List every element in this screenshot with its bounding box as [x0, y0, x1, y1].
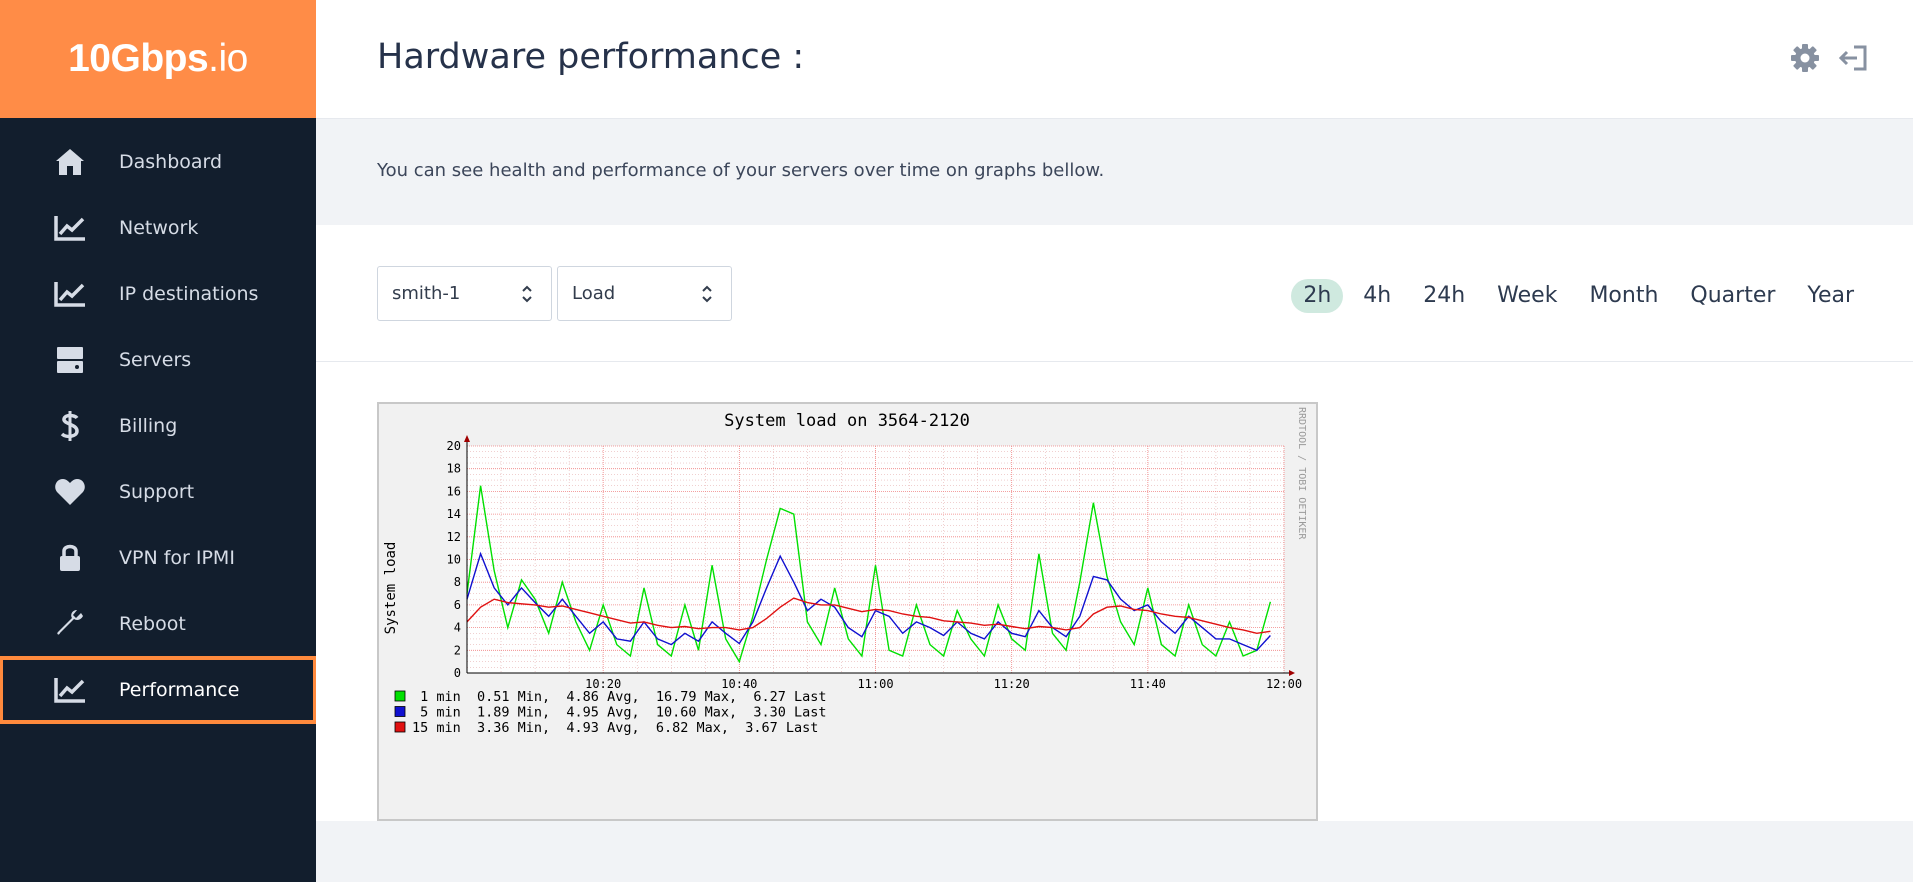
sidebar: 10Gbps.io Dashboard Network IP destinati…	[0, 0, 317, 882]
sidebar-item-billing[interactable]: Billing	[0, 393, 316, 459]
range-year[interactable]: Year	[1807, 283, 1854, 308]
y-tick-label: 2	[454, 643, 461, 657]
y-tick-label: 6	[454, 598, 461, 612]
y-tick-label: 0	[454, 666, 461, 680]
sidebar-item-label: Servers	[119, 349, 192, 371]
chart-line-icon	[54, 278, 86, 310]
sidebar-item-label: IP destinations	[119, 283, 259, 305]
legend-swatch	[394, 690, 406, 702]
y-tick-label: 16	[447, 484, 461, 498]
sidebar-item-ip-destinations[interactable]: IP destinations	[0, 261, 316, 327]
server-select-value: smith-1	[392, 283, 461, 304]
sidebar-item-network[interactable]: Network	[0, 195, 316, 261]
x-axis-arrow	[1289, 670, 1295, 676]
y-tick-label: 10	[447, 553, 461, 567]
filter-toolbar: smith-1 Load 2h 4h 24h Week Month Quarte…	[316, 225, 1913, 362]
sidebar-item-label: Performance	[119, 679, 240, 701]
sidebar-nav: Dashboard Network IP destinations Server…	[0, 118, 317, 724]
y-axis-ticks: 0 2 4 6 8 10 12 14 16 18 20	[447, 439, 461, 680]
y-tick-label: 4	[454, 621, 461, 635]
y-tick-label: 8	[454, 575, 461, 589]
metric-select-value: Load	[572, 283, 616, 304]
y-tick-label: 18	[447, 462, 461, 476]
legend-swatch	[394, 706, 406, 717]
logout-icon[interactable]	[1837, 42, 1869, 74]
heart-icon	[54, 476, 86, 508]
sidebar-item-dashboard[interactable]: Dashboard	[0, 129, 316, 195]
dollar-icon	[54, 410, 86, 442]
brand-name: 10Gbps.io	[68, 37, 248, 80]
sidebar-item-support[interactable]: Support	[0, 459, 316, 525]
sidebar-item-label: Billing	[119, 415, 178, 437]
chart-legend: 1 min 0.51 Min, 4.86 Avg, 16.79 Max, 6.2…	[394, 689, 827, 736]
metric-select[interactable]: Load	[557, 266, 732, 321]
page-description: You can see health and performance of yo…	[377, 160, 1105, 181]
x-tick-label: 10:20	[585, 677, 621, 691]
series-line-15-min	[466, 597, 1271, 635]
chart-series	[466, 485, 1272, 664]
brand-logo[interactable]: 10Gbps.io	[0, 0, 316, 118]
home-icon	[54, 146, 86, 178]
chart-y-axis-label: System load	[383, 542, 399, 635]
range-week[interactable]: Week	[1497, 283, 1558, 308]
server-icon	[54, 344, 86, 376]
select-caret-icon	[522, 285, 532, 302]
page-header: Hardware performance :	[316, 0, 1913, 119]
x-tick-label: 11:40	[1130, 677, 1166, 691]
sidebar-item-label: Reboot	[119, 613, 186, 635]
load-chart-svg: System load on 3564-2120 System load RRD…	[383, 407, 1307, 736]
wrench-icon	[54, 608, 86, 640]
x-tick-label: 11:20	[994, 677, 1030, 691]
gear-icon[interactable]	[1789, 42, 1821, 74]
time-range-tabs: 2h 4h 24h Week Month Quarter Year	[1283, 279, 1866, 313]
sidebar-item-label: Support	[119, 481, 195, 503]
sidebar-item-label: Dashboard	[119, 151, 223, 173]
chart-line-icon	[54, 674, 86, 706]
sidebar-item-vpn-for-ipmi[interactable]: VPN for IPMI	[0, 525, 316, 591]
legend-entry: 1 min 0.51 Min, 4.86 Avg, 16.79 Max, 6.2…	[412, 689, 827, 705]
x-tick-label: 10:40	[721, 677, 757, 691]
load-chart: System load on 3564-2120 System load RRD…	[377, 402, 1318, 821]
legend-entry: 15 min 3.36 Min, 4.93 Avg, 6.82 Max, 3.6…	[412, 720, 818, 736]
server-select[interactable]: smith-1	[377, 266, 552, 321]
sidebar-item-performance[interactable]: Performance	[0, 656, 317, 724]
y-axis-arrow	[464, 435, 470, 442]
chart-axes	[464, 435, 1295, 676]
sidebar-item-label: Network	[119, 217, 199, 239]
page-title: Hardware performance :	[377, 37, 805, 77]
legend-swatch	[394, 721, 406, 733]
range-2h[interactable]: 2h	[1291, 279, 1344, 313]
range-quarter[interactable]: Quarter	[1690, 283, 1776, 308]
legend-entry: 5 min 1.89 Min, 4.95 Avg, 10.60 Max, 3.3…	[412, 705, 827, 721]
y-tick-label: 12	[447, 530, 461, 544]
x-axis-ticks: 10:20 10:40 11:00 11:20 11:40 12:00	[585, 677, 1302, 691]
select-caret-icon	[702, 285, 712, 302]
range-4h[interactable]: 4h	[1363, 283, 1392, 308]
x-tick-label: 12:00	[1266, 677, 1302, 691]
sidebar-item-reboot[interactable]: Reboot	[0, 591, 316, 657]
chart-title: System load on 3564-2120	[724, 411, 970, 431]
lock-icon	[54, 542, 86, 574]
y-tick-label: 20	[447, 439, 461, 453]
range-month[interactable]: Month	[1589, 283, 1659, 308]
y-tick-label: 14	[447, 507, 461, 521]
sidebar-item-label: VPN for IPMI	[119, 547, 235, 569]
chart-grid	[467, 445, 1285, 674]
sidebar-item-servers[interactable]: Servers	[0, 327, 316, 393]
x-tick-label: 11:00	[857, 677, 893, 691]
range-24h[interactable]: 24h	[1423, 283, 1466, 308]
rrdtool-watermark: RRDTOOL / TOBI OETIKER	[1296, 407, 1307, 540]
chart-line-icon	[54, 212, 86, 244]
